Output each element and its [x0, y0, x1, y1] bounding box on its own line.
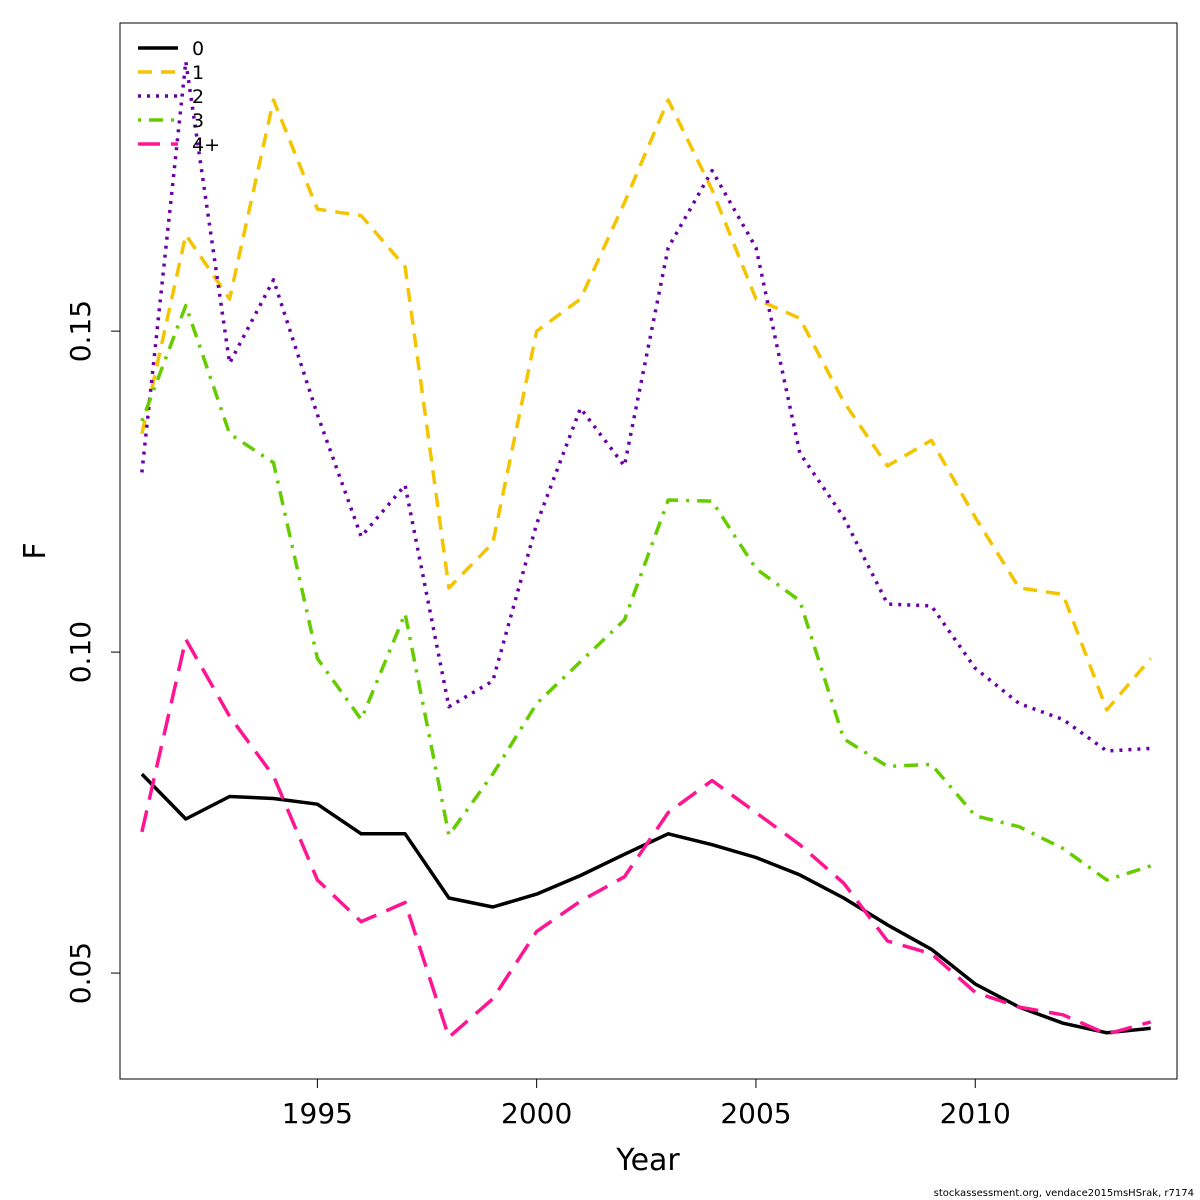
x-tick-label: 2010	[940, 1097, 1011, 1130]
x-axis: 1995 2000 2005 2010	[282, 1079, 1011, 1130]
y-tick-label: 0.05	[64, 942, 97, 1004]
series-layer	[140, 59, 1153, 1040]
x-tick-label: 2005	[720, 1097, 791, 1130]
legend-label: 0	[192, 38, 204, 60]
legend-label: 4+	[192, 134, 220, 156]
y-axis: 0.05 0.10 0.15	[64, 300, 120, 1004]
legend-label: 1	[192, 62, 204, 84]
y-tick-label: 0.15	[64, 300, 97, 362]
series-line-3	[140, 303, 1152, 882]
y-tick-label: 0.10	[64, 621, 97, 683]
x-axis-title: Year	[615, 1143, 680, 1178]
x-tick-label: 2000	[501, 1097, 572, 1130]
legend-label: 2	[192, 86, 204, 108]
plot-frame	[119, 22, 1178, 1080]
x-tick-label: 1995	[282, 1097, 353, 1130]
legend-label: 3	[192, 110, 204, 132]
credit-text: stockassessment.org, vendace2015msHSrak,…	[934, 1188, 1194, 1199]
series-line-1	[140, 98, 1153, 712]
series-line-2	[140, 59, 1151, 753]
y-axis-title: F	[18, 542, 53, 559]
series-line-4plus	[140, 637, 1152, 1040]
series-line-0	[140, 772, 1151, 1035]
